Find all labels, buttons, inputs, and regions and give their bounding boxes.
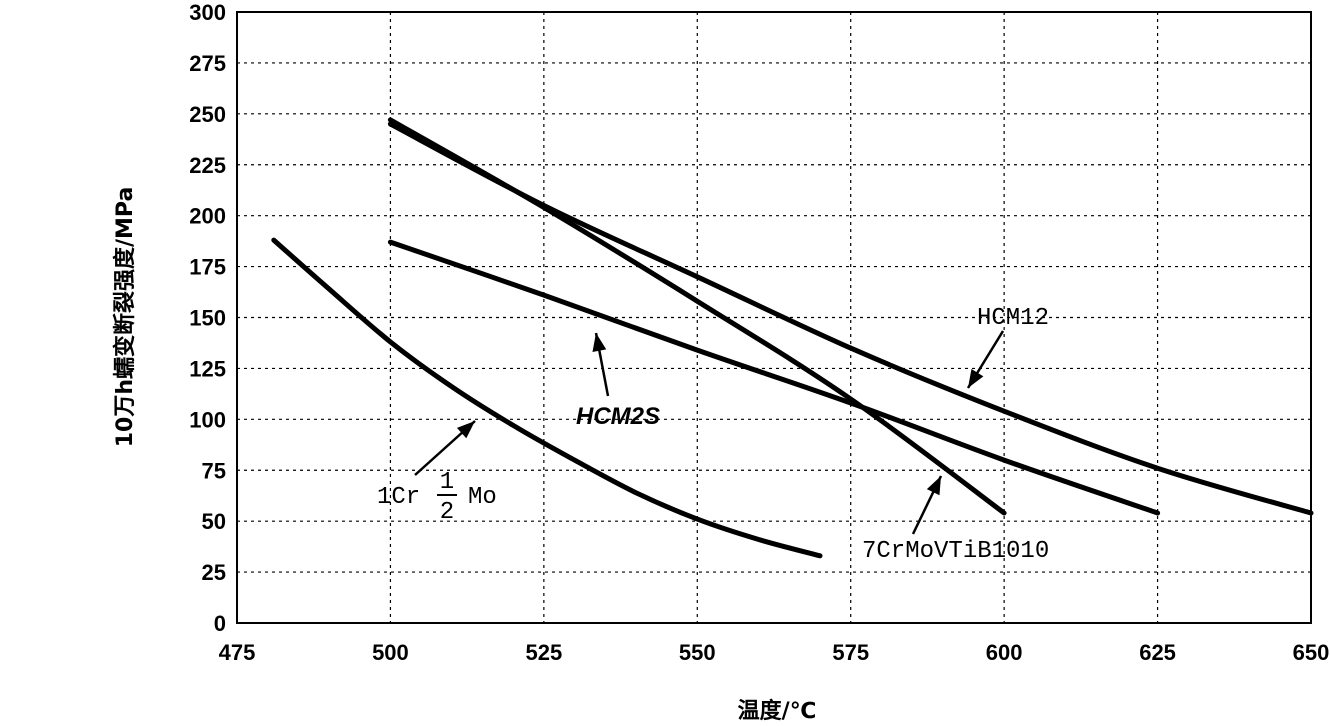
y-tick-label: 125 — [189, 356, 226, 381]
arrow-head — [926, 476, 941, 496]
series-1cr-half-mo-line — [271, 237, 823, 559]
x-axis-title: 温度/℃ — [738, 698, 817, 724]
series-hcm12-line — [387, 121, 1314, 516]
y-tick-label: 25 — [202, 560, 226, 585]
arrow-head — [968, 368, 984, 388]
arrow-hcm12 — [966, 330, 1005, 389]
arrow-head — [592, 333, 607, 352]
x-tick-labels: 475 500 525 550 575 600 625 650 — [219, 640, 1330, 665]
x-tick-label: 500 — [372, 640, 409, 665]
y-tick-label: 275 — [189, 51, 226, 76]
grid — [237, 12, 1311, 623]
arrow-hcm2s — [592, 332, 610, 397]
x-tick-label: 575 — [832, 640, 869, 665]
x-tick-label: 525 — [525, 640, 562, 665]
label-1cr-text: 1Cr — [377, 484, 420, 511]
label-7crmovtib1010: 7CrMoVTiB1010 — [862, 538, 1049, 565]
x-tick-label: 650 — [1293, 640, 1330, 665]
y-tick-label: 175 — [189, 255, 226, 280]
series-lines — [271, 117, 1314, 559]
label-1cr-half-mo: 1Cr 1 2 Mo — [377, 469, 497, 526]
label-hcm2s: HCM2S — [576, 403, 660, 430]
y-tick-label: 50 — [202, 509, 226, 534]
y-tick-label: 150 — [189, 306, 226, 331]
y-tick-label: 250 — [189, 102, 226, 127]
label-fraction-denominator: 2 — [440, 499, 454, 526]
arrow-1cr-half-mo — [414, 420, 476, 476]
series-annotations: 1Cr 1 2 Mo HCM2S 7CrMoVTiB1010 HCM12 — [377, 305, 1049, 565]
plot-frame — [236, 11, 1312, 624]
arrow-7crmovtib1010 — [911, 475, 943, 535]
x-tick-label: 550 — [679, 640, 716, 665]
y-tick-label: 75 — [202, 458, 226, 483]
series-hcm2s-line — [387, 239, 1161, 516]
x-tick-label: 625 — [1139, 640, 1176, 665]
y-axis-title: 10万h蠕变断裂强度/MPa — [112, 187, 138, 448]
y-tick-label: 225 — [189, 153, 226, 178]
arrow-head — [456, 421, 475, 439]
y-tick-label: 0 — [214, 611, 226, 636]
y-tick-label: 200 — [189, 204, 226, 229]
y-tick-label: 100 — [189, 407, 226, 432]
x-tick-label: 600 — [986, 640, 1023, 665]
y-tick-label: 300 — [189, 0, 226, 25]
y-tick-labels: 0 25 50 75 100 125 150 175 200 225 250 275 300 — [189, 0, 226, 636]
label-mo-text: Mo — [468, 484, 497, 511]
label-fraction-numerator: 1 — [440, 469, 454, 496]
label-hcm12: HCM12 — [977, 305, 1049, 332]
x-tick-label: 475 — [219, 640, 256, 665]
